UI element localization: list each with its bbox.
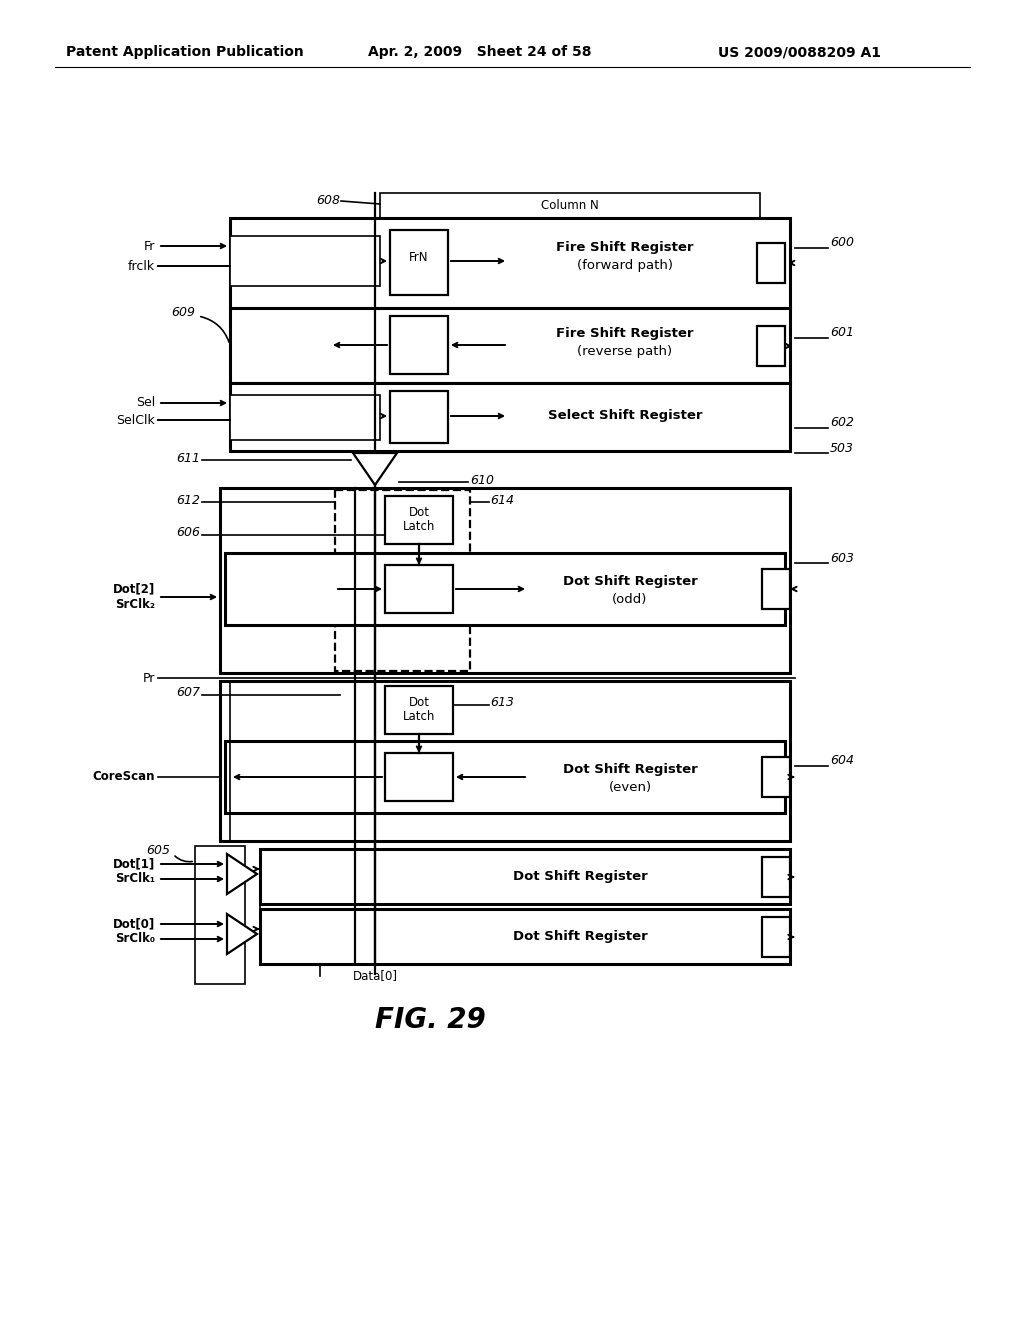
Text: 607: 607 <box>176 686 200 700</box>
Bar <box>762 857 790 898</box>
Polygon shape <box>227 913 257 954</box>
Bar <box>260 849 790 904</box>
Text: SrClk₂: SrClk₂ <box>115 598 155 611</box>
Text: Data[0]: Data[0] <box>352 969 397 982</box>
Text: Latch: Latch <box>402 520 435 532</box>
Text: Dot[1]: Dot[1] <box>113 858 155 870</box>
Bar <box>385 686 453 734</box>
Bar <box>220 488 790 673</box>
Text: 600: 600 <box>830 236 854 249</box>
Bar <box>230 383 790 451</box>
Text: 601: 601 <box>830 326 854 339</box>
Text: US 2009/0088209 A1: US 2009/0088209 A1 <box>719 45 882 59</box>
Polygon shape <box>227 854 257 894</box>
Text: (even): (even) <box>608 780 651 793</box>
Bar <box>230 236 380 286</box>
Bar <box>260 909 790 964</box>
Text: 503: 503 <box>830 441 854 454</box>
Bar <box>385 565 453 612</box>
Text: Patent Application Publication: Patent Application Publication <box>67 45 304 59</box>
Bar <box>757 326 785 366</box>
Text: CoreScan: CoreScan <box>92 771 155 784</box>
Text: 614: 614 <box>490 494 514 507</box>
Bar <box>390 315 449 374</box>
Bar <box>385 496 453 544</box>
Bar <box>220 681 790 841</box>
Text: 604: 604 <box>830 755 854 767</box>
Text: (odd): (odd) <box>612 593 648 606</box>
Text: Dot[0]: Dot[0] <box>113 917 155 931</box>
Text: Fire Shift Register: Fire Shift Register <box>556 326 693 339</box>
Text: (reverse path): (reverse path) <box>578 345 673 358</box>
Text: Dot: Dot <box>409 506 429 519</box>
Text: 612: 612 <box>176 494 200 507</box>
Text: Apr. 2, 2009   Sheet 24 of 58: Apr. 2, 2009 Sheet 24 of 58 <box>369 45 592 59</box>
Bar <box>762 917 790 957</box>
Bar <box>390 391 449 444</box>
Text: 603: 603 <box>830 552 854 565</box>
Text: SelClk: SelClk <box>117 413 155 426</box>
Text: Fr: Fr <box>143 239 155 252</box>
Text: 605: 605 <box>146 845 170 858</box>
Bar <box>380 193 760 218</box>
Bar <box>385 752 453 801</box>
Text: FrN: FrN <box>410 251 429 264</box>
Bar <box>230 308 790 383</box>
Text: Dot Shift Register: Dot Shift Register <box>562 763 697 776</box>
Bar <box>225 741 785 813</box>
Text: SrClk₀: SrClk₀ <box>115 932 155 945</box>
Bar <box>230 395 380 440</box>
Bar <box>195 846 245 983</box>
Text: FIG. 29: FIG. 29 <box>375 1006 485 1034</box>
Bar <box>225 553 785 624</box>
Text: Dot Shift Register: Dot Shift Register <box>513 870 647 883</box>
Text: Sel: Sel <box>136 396 155 409</box>
Text: 613: 613 <box>490 697 514 710</box>
Polygon shape <box>353 453 397 484</box>
Text: (forward path): (forward path) <box>577 260 673 272</box>
Text: 606: 606 <box>176 527 200 540</box>
Text: 610: 610 <box>470 474 494 487</box>
Text: Select Shift Register: Select Shift Register <box>548 408 702 421</box>
Text: Dot Shift Register: Dot Shift Register <box>513 931 647 942</box>
Text: frclk: frclk <box>128 260 155 272</box>
Text: Dot: Dot <box>409 696 429 709</box>
Text: Column N: Column N <box>541 199 599 213</box>
Text: SrClk₁: SrClk₁ <box>115 873 155 886</box>
Text: 602: 602 <box>830 417 854 429</box>
Text: Latch: Latch <box>402 710 435 722</box>
Text: Dot[2]: Dot[2] <box>113 582 155 595</box>
Text: Pr: Pr <box>142 672 155 685</box>
Bar <box>757 243 785 282</box>
Text: 611: 611 <box>176 451 200 465</box>
Text: 609: 609 <box>171 306 195 319</box>
Bar <box>762 756 790 797</box>
Text: Dot Shift Register: Dot Shift Register <box>562 574 697 587</box>
Text: 608: 608 <box>316 194 340 206</box>
Text: Fire Shift Register: Fire Shift Register <box>556 242 693 255</box>
Bar <box>230 218 790 308</box>
Bar <box>390 230 449 294</box>
Bar <box>335 490 470 671</box>
Bar <box>762 569 790 609</box>
